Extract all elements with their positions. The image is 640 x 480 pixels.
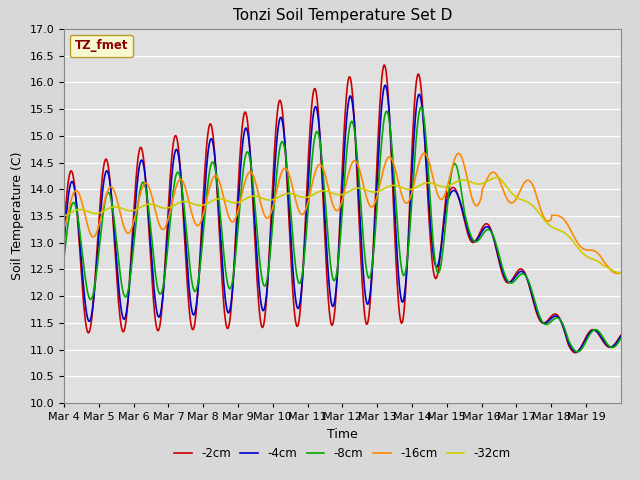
- -16cm: [125, 229, 133, 235]
- -32cm: [228, 200, 236, 205]
- -4cm: [228, 295, 236, 300]
- -2cm: [401, 303, 408, 309]
- -16cm: [276, 173, 284, 179]
- -16cm: [228, 219, 236, 225]
- -8cm: [255, 253, 263, 259]
- -2cm: [255, 307, 263, 313]
- -8cm: [617, 336, 625, 341]
- -32cm: [431, 181, 439, 187]
- -8cm: [60, 255, 68, 261]
- -4cm: [255, 285, 263, 290]
- -32cm: [400, 185, 408, 191]
- -4cm: [60, 240, 68, 246]
- -32cm: [60, 213, 68, 219]
- -16cm: [420, 150, 428, 156]
- -4cm: [572, 349, 580, 355]
- -32cm: [276, 193, 284, 199]
- Line: -32cm: -32cm: [64, 177, 621, 273]
- -2cm: [617, 333, 625, 338]
- -16cm: [617, 270, 625, 276]
- -2cm: [125, 279, 133, 285]
- -32cm: [255, 194, 263, 200]
- -16cm: [60, 227, 68, 232]
- -2cm: [228, 299, 236, 304]
- Title: Tonzi Soil Temperature Set D: Tonzi Soil Temperature Set D: [233, 9, 452, 24]
- -32cm: [125, 208, 133, 214]
- -8cm: [573, 349, 581, 355]
- Line: -16cm: -16cm: [64, 153, 621, 274]
- -32cm: [616, 270, 624, 276]
- -8cm: [125, 281, 133, 287]
- -32cm: [617, 270, 625, 276]
- -8cm: [400, 273, 408, 278]
- -8cm: [276, 143, 284, 148]
- -2cm: [276, 97, 284, 103]
- -32cm: [494, 174, 502, 180]
- -4cm: [432, 263, 440, 269]
- X-axis label: Time: Time: [327, 428, 358, 441]
- -4cm: [125, 284, 133, 289]
- -16cm: [613, 271, 621, 276]
- -4cm: [401, 292, 408, 298]
- -16cm: [400, 197, 408, 203]
- -4cm: [617, 334, 625, 339]
- -16cm: [255, 194, 263, 200]
- Line: -8cm: -8cm: [64, 107, 621, 352]
- -2cm: [380, 62, 388, 68]
- -8cm: [417, 104, 425, 110]
- -16cm: [432, 185, 440, 191]
- Y-axis label: Soil Temperature (C): Soil Temperature (C): [11, 152, 24, 280]
- -2cm: [432, 276, 440, 281]
- -8cm: [228, 282, 236, 288]
- -4cm: [381, 83, 388, 88]
- Line: -4cm: -4cm: [64, 85, 621, 352]
- Legend: -2cm, -4cm, -8cm, -16cm, -32cm: -2cm, -4cm, -8cm, -16cm, -32cm: [169, 442, 516, 465]
- -2cm: [572, 350, 579, 356]
- Line: -2cm: -2cm: [64, 65, 621, 353]
- -8cm: [432, 263, 440, 268]
- -2cm: [60, 227, 68, 233]
- -4cm: [276, 115, 284, 120]
